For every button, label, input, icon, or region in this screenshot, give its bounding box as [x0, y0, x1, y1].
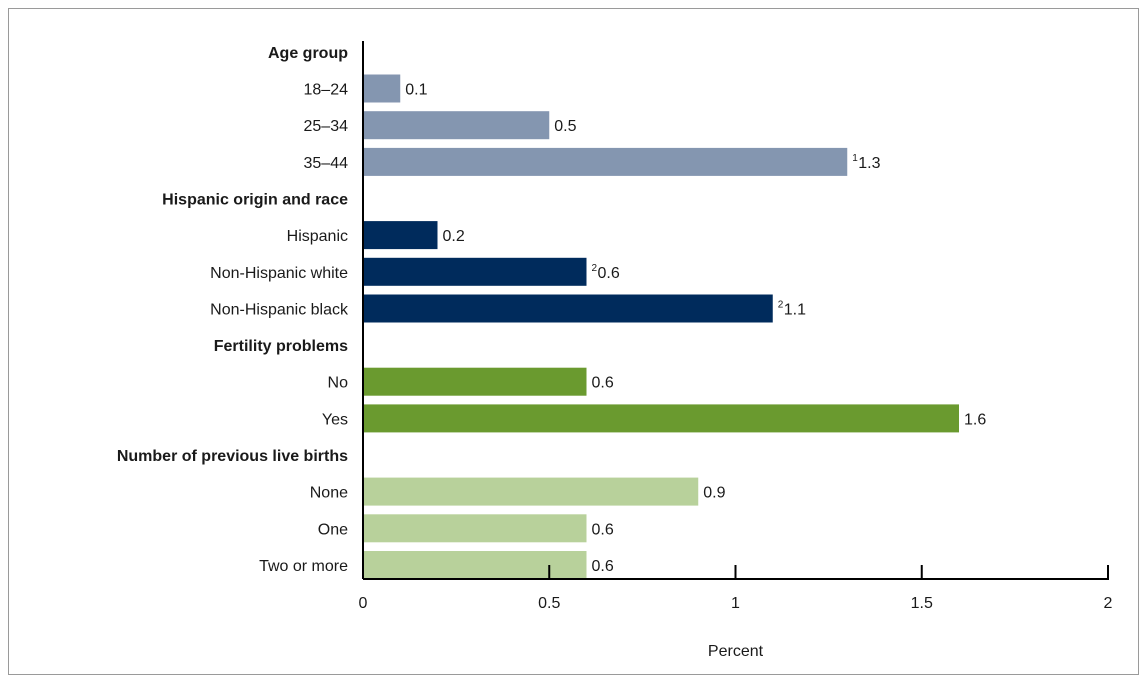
x-tick-label: 2 [1104, 595, 1113, 612]
value-label: 0.1 [405, 82, 427, 99]
footnote-marker: 1 [852, 153, 858, 164]
x-axis-ticks: 0 0.5 1 1.5 2 [359, 565, 1113, 612]
category-label: 25–34 [304, 118, 349, 135]
labels-layer: Age group 18–24 0.1 25–34 0.5 35–44 1 1.3 Hispan… [117, 45, 987, 575]
value-label: 0.6 [592, 375, 614, 392]
bar [363, 147, 848, 176]
value-label: 0.9 [703, 485, 725, 502]
category-label: Hispanic [287, 228, 348, 245]
bar [363, 257, 587, 286]
bar [363, 111, 550, 140]
bar [363, 221, 438, 250]
bar [363, 367, 587, 396]
value-label: 0.6 [592, 521, 614, 538]
x-axis-title: Percent [708, 643, 764, 660]
bar [363, 404, 959, 433]
bars-layer [363, 74, 959, 579]
value-label: 0.6 [592, 558, 614, 575]
bar [363, 294, 773, 323]
group-label: Number of previous live births [117, 448, 348, 465]
category-label: No [328, 375, 349, 392]
category-label: One [318, 521, 348, 538]
group-label: Fertility problems [214, 338, 348, 355]
category-label: Two or more [259, 558, 348, 575]
value-label: 0.6 [598, 265, 620, 282]
category-label: Non-Hispanic black [210, 302, 349, 319]
x-tick-label: 1 [731, 595, 740, 612]
value-label: 0.2 [443, 228, 465, 245]
x-tick-label: 1.5 [911, 595, 933, 612]
footnote-marker: 2 [778, 300, 784, 311]
bar [363, 514, 587, 543]
x-tick-label: 0.5 [538, 595, 560, 612]
bar [363, 477, 699, 506]
category-label: Yes [322, 411, 348, 428]
category-label: None [310, 485, 348, 502]
category-label: 35–44 [304, 155, 349, 172]
footnote-marker: 2 [592, 263, 598, 274]
group-label: Hispanic origin and race [162, 192, 348, 209]
group-label: Age group [268, 45, 348, 62]
value-label: 1.1 [784, 302, 806, 319]
bar [363, 551, 587, 579]
category-label: 18–24 [304, 82, 349, 99]
bar [363, 74, 401, 103]
category-label: Non-Hispanic white [210, 265, 348, 282]
value-label: 1.6 [964, 411, 986, 428]
x-tick-label: 0 [359, 595, 368, 612]
value-label: 1.3 [858, 155, 880, 172]
value-label: 0.5 [554, 118, 576, 135]
